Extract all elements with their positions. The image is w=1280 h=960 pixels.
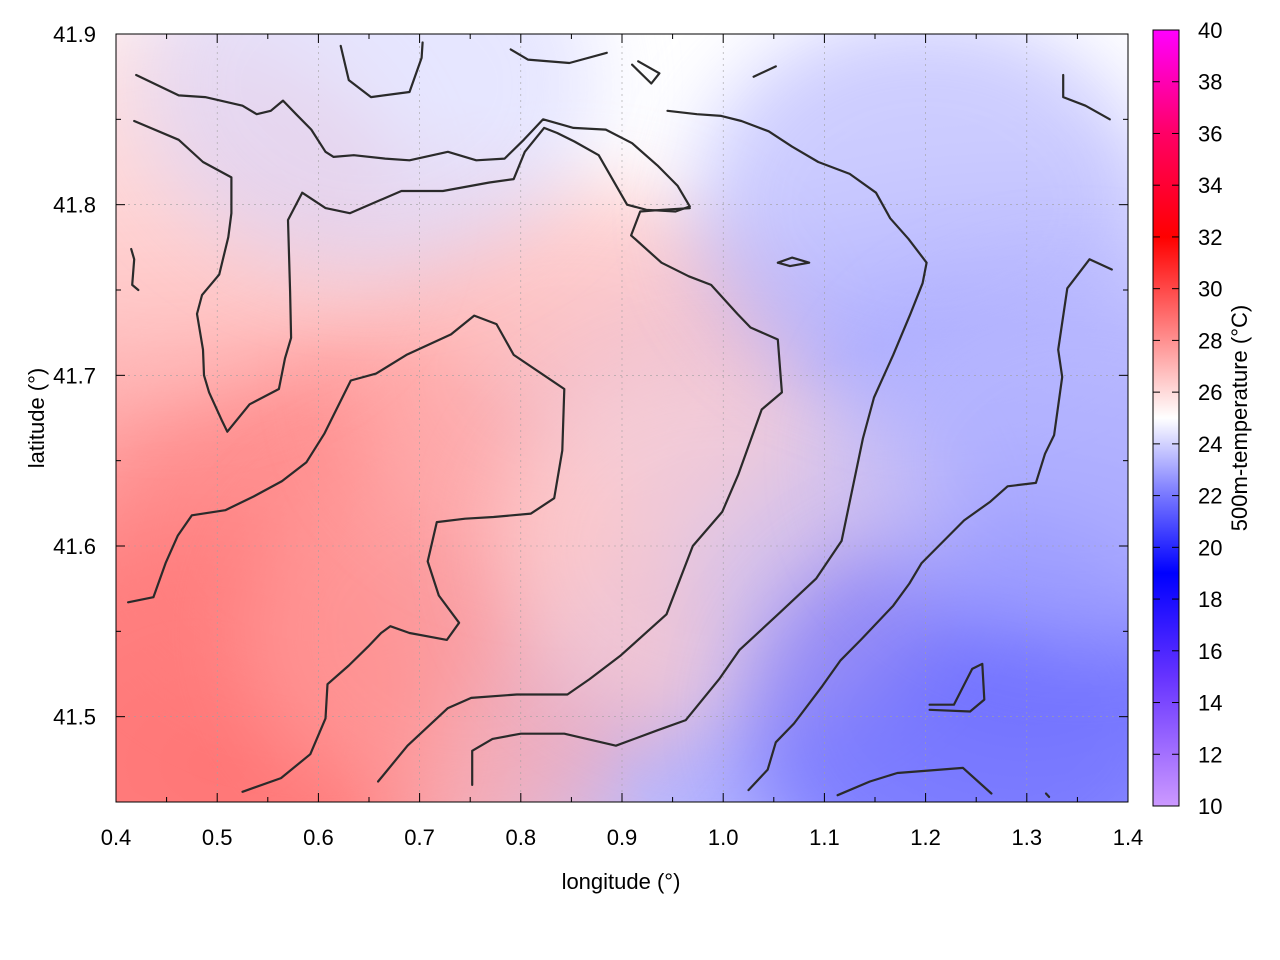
contour-line-6: [928, 662, 986, 713]
contour-line-1: [127, 314, 566, 793]
contour-line-9: [339, 41, 424, 99]
x-tick-label: 1.3: [1012, 825, 1043, 850]
contour-layer: [127, 41, 1113, 799]
colorbar-tick-label: 40: [1198, 18, 1222, 43]
x-axis-label: longitude (°): [562, 869, 681, 894]
colorbar-tick-label: 10: [1198, 794, 1222, 819]
contour-line-13: [1062, 73, 1111, 121]
contour-line-12: [752, 65, 777, 78]
x-tick-label: 1.4: [1113, 825, 1144, 850]
y-tick-label: 41.6: [53, 534, 96, 559]
x-tick-label: 1.2: [910, 825, 941, 850]
contour-line-2: [377, 207, 784, 783]
colorbar-tick-label: 36: [1198, 121, 1222, 146]
contour-line-8: [130, 247, 140, 292]
colorbar-tick-label: 32: [1198, 225, 1222, 250]
x-tick-label: 0.9: [607, 825, 638, 850]
field-region-6: [139, 34, 599, 276]
colorbar: 10 12 14 16 18 20 22 24 26 28 30 32 34 36 38 40 500m-te…: [1152, 18, 1252, 819]
y-tick-label: 41.9: [53, 22, 96, 47]
colorbar-tick-label: 14: [1198, 691, 1222, 716]
colorbar-tick-label: 20: [1198, 535, 1222, 560]
colorbar-tick-label: 24: [1198, 432, 1222, 457]
colorbar-tick-label: 12: [1198, 742, 1222, 767]
x-tick-label: 1.1: [809, 825, 840, 850]
contour-line-11: [630, 60, 661, 85]
contour-line-7: [776, 256, 811, 268]
x-tick-label: 0.4: [101, 825, 132, 850]
x-tick-label: 0.8: [506, 825, 537, 850]
y-tick-label: 41.7: [53, 363, 96, 388]
colorbar-tick-label: 34: [1198, 173, 1222, 198]
contour-line-10: [509, 48, 608, 65]
x-tick-labels: 0.4 0.5 0.6 0.7 0.8 0.9 1.0 1.1 1.2 1.3 1.4: [101, 825, 1144, 850]
contour-line-3: [471, 109, 928, 787]
contour-line-0: [133, 73, 691, 433]
contour-line-5: [836, 766, 993, 797]
x-tick-label: 0.6: [303, 825, 334, 850]
contour-line-14: [1044, 792, 1051, 799]
colorbar-label: 500m-temperature (°C): [1227, 305, 1252, 531]
colorbar-ticks: [1153, 29, 1179, 807]
grid-layer: [116, 34, 1128, 802]
colorbar-tick-label: 18: [1198, 587, 1222, 612]
colorbar-tick-labels: 10 12 14 16 18 20 22 24 26 28 30 32 34 36 38 40: [1198, 18, 1222, 819]
colorbar-tick-label: 16: [1198, 639, 1222, 664]
colorbar-tick-label: 38: [1198, 70, 1222, 95]
colorbar-tick-label: 26: [1198, 380, 1222, 405]
colorbar-tick-label: 28: [1198, 328, 1222, 353]
colorbar-tick-label: 30: [1198, 277, 1222, 302]
plot-area: [116, 34, 1128, 802]
y-tick-label: 41.5: [53, 705, 96, 730]
x-tick-label: 1.0: [708, 825, 739, 850]
axis-ticks: [115, 33, 1129, 803]
x-tick-label: 0.5: [202, 825, 233, 850]
y-axis-label: latitude (°): [24, 368, 49, 469]
colorbar-ramp: [1152, 29, 1180, 807]
x-tick-label: 0.7: [404, 825, 435, 850]
y-tick-label: 41.8: [53, 193, 96, 218]
contour-line-4: [747, 258, 1113, 792]
y-tick-labels: 41.5 41.6 41.7 41.8 41.9: [53, 22, 96, 730]
field-region-9: [847, 270, 1128, 651]
colorbar-tick-label: 22: [1198, 484, 1222, 509]
